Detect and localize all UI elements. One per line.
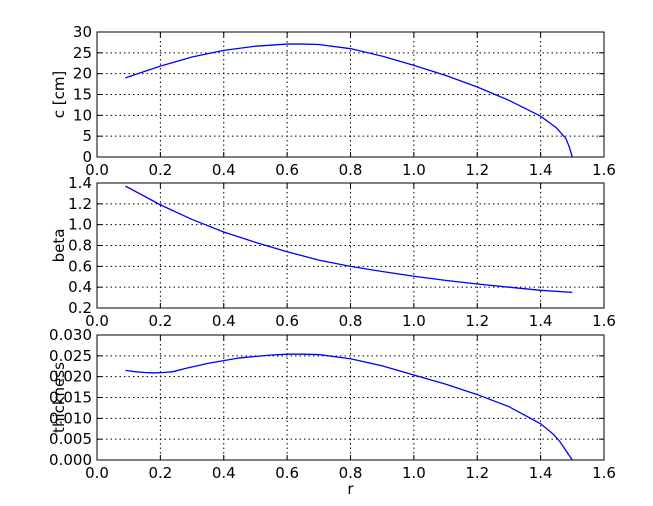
thickness-x-tick-label: 0.0 xyxy=(85,464,109,482)
chord-x-tick-label: 1.4 xyxy=(529,161,553,179)
thickness-axes-frame xyxy=(96,334,605,461)
beta-x-tick-label: 1.0 xyxy=(402,312,426,330)
chord-y-tick-label: 30 xyxy=(73,23,92,41)
thickness-y-tick-label: 0.025 xyxy=(49,347,92,365)
beta-series-line xyxy=(125,185,573,294)
thickness-x-tick-label: 1.2 xyxy=(465,464,489,482)
beta-x-tick-label: 0.4 xyxy=(212,312,236,330)
thickness-y-tick-label: 0.015 xyxy=(49,389,92,407)
chord-axes-frame xyxy=(96,31,605,158)
beta-x-tick-label: 1.4 xyxy=(529,312,553,330)
thickness-y-tick-label: 0.000 xyxy=(49,451,92,469)
beta-x-tick-label: 0.8 xyxy=(339,312,363,330)
chord-x-tick-label: 1.6 xyxy=(592,161,616,179)
beta-x-tick-label: 0.6 xyxy=(275,312,299,330)
beta-y-tick-label: 1.4 xyxy=(68,174,92,192)
thickness-x-tick-label: 0.8 xyxy=(339,464,363,482)
beta-x-tick-label: 0.2 xyxy=(148,312,172,330)
beta-panel: 0.0 0.2 0.4 0.6 0.8 1.0 1.2 1.4 1.60.20.40.60.81… xyxy=(50,174,616,330)
thickness-y-tick-label: 0.005 xyxy=(49,430,92,448)
beta-x-tick-label: 1.6 xyxy=(592,312,616,330)
beta-y-tick-label: 0.4 xyxy=(68,278,92,296)
thickness-panel: 0.0 0.2 0.4 0.6 0.8 1.0 1.2 1.4 1.6 0.000 0.005 0.0… xyxy=(49,326,616,498)
chord-panel: 0.0 0.2 0.4 0.6 0.8 1.0 1.2 1.4 1.6 0 5 10 15 20 25 30 c… xyxy=(50,23,616,179)
thickness-x-tick-label: 0.4 xyxy=(212,464,236,482)
beta-x-tick-label: 0.0 xyxy=(85,312,109,330)
chord-x-tick-label: 1.2 xyxy=(465,161,489,179)
beta-y-tick-label: 1.2 xyxy=(68,195,92,213)
chord-x-tick-label: 0.8 xyxy=(339,161,363,179)
chord-y-tick-label: 5 xyxy=(82,127,92,145)
chord-x-tick-label: 0.0 xyxy=(85,161,109,179)
thickness-y-tick-label: 0.020 xyxy=(49,368,92,386)
thickness-x-tick-label: 1.4 xyxy=(529,464,553,482)
thickness-y-tick-label: 0.010 xyxy=(49,409,92,427)
chord-x-tick-label: 0.4 xyxy=(212,161,236,179)
thickness-x-tick-label: 0.6 xyxy=(275,464,299,482)
chord-y-tick-label: 25 xyxy=(73,44,92,62)
chord-x-tick-label: 1.0 xyxy=(402,161,426,179)
thickness-ylabel: thickness xyxy=(50,362,68,433)
chord-y-tick-label: 15 xyxy=(73,86,92,104)
chord-ylabel: c [cm] xyxy=(50,71,68,119)
thickness-y-tick-label: 0.030 xyxy=(49,326,92,344)
beta-x-tick-label: 1.2 xyxy=(465,312,489,330)
thickness-series-line xyxy=(125,353,573,461)
thickness-x-tick-label: 0.2 xyxy=(148,464,172,482)
chord-y-tick-label: 20 xyxy=(73,65,92,83)
beta-y-tick-label: 1.0 xyxy=(68,216,92,234)
chord-y-tick-label: 0 xyxy=(82,148,92,166)
beta-y-tick-label: 0.2 xyxy=(68,299,92,317)
thickness-x-tick-label: 1.6 xyxy=(592,464,616,482)
beta-ylabel: beta xyxy=(50,229,68,263)
thickness-x-tick-label: 1.0 xyxy=(402,464,426,482)
beta-axes-frame xyxy=(96,182,605,309)
thickness-xlabel: r xyxy=(347,480,354,498)
chord-y-tick-label: 10 xyxy=(73,106,92,124)
chord-x-tick-label: 0.6 xyxy=(275,161,299,179)
beta-y-tick-label: 0.8 xyxy=(68,237,92,255)
chord-x-tick-label: 0.2 xyxy=(148,161,172,179)
beta-y-tick-label: 0.6 xyxy=(68,257,92,275)
chord-series-line xyxy=(125,43,573,158)
